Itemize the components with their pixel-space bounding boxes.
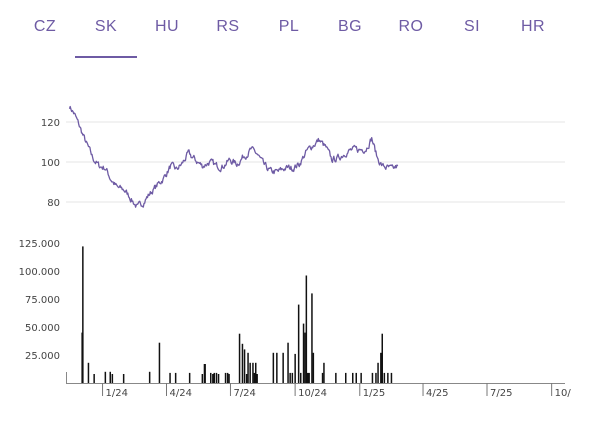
tab-cz[interactable]: CZ (33, 18, 57, 35)
volume-bar (308, 372, 310, 383)
volume-bar (321, 372, 324, 383)
volume-bar (241, 343, 244, 383)
tab-sk[interactable]: SK (94, 18, 118, 35)
x-tick-label: 4/25 (426, 388, 448, 399)
volume-bar (243, 349, 246, 383)
x-tick-label: 1/25 (363, 388, 385, 399)
volume-bar (311, 293, 313, 383)
volume-bar (224, 372, 227, 383)
volume-bar (255, 362, 257, 383)
volume-bar (380, 352, 382, 383)
volume-bar (212, 374, 214, 383)
volume-bar (87, 362, 90, 383)
volume-bar (247, 352, 249, 383)
volume-bar (217, 374, 220, 383)
volume-bar (381, 333, 383, 383)
tab-hr[interactable]: HR (520, 18, 546, 35)
price-y-tick-label: 120 (41, 118, 60, 129)
volume-bar (300, 372, 302, 383)
tab-ro[interactable]: RO (398, 18, 424, 35)
volume-bar (174, 372, 177, 383)
volume-bar (304, 332, 306, 383)
volume-bar (256, 374, 258, 383)
volume-bar (323, 362, 325, 383)
tab-si[interactable]: SI (463, 18, 481, 35)
volume-bar (201, 374, 204, 383)
volume-bar (335, 372, 337, 383)
x-tick-label: 10/24 (298, 388, 327, 399)
tab-rs[interactable]: RS (216, 18, 240, 35)
volume-bar (390, 372, 393, 383)
volume-bar (272, 352, 275, 383)
volume-bar (109, 371, 111, 383)
volume-bar (213, 372, 215, 383)
tab-bg[interactable]: BG (337, 18, 363, 35)
volume-bar (276, 352, 278, 383)
volume-bar (383, 372, 386, 383)
volume-bar (371, 372, 374, 383)
volume-y-tick-label: 25.000 (25, 351, 60, 362)
x-tick-label: 7/24 (233, 388, 255, 399)
volume-bar (375, 372, 377, 383)
volume-bar (287, 342, 289, 383)
volume-bar (93, 374, 95, 383)
volume-bar (169, 372, 171, 383)
volume-bar (312, 352, 315, 383)
volume-bar (305, 275, 308, 383)
volume-bar (302, 323, 305, 383)
volume-bar (245, 374, 248, 383)
volume-y-tick-label: 125.000 (19, 239, 60, 250)
x-tick-label: 7/25 (490, 388, 512, 399)
x-tick-label: 1/24 (106, 388, 128, 399)
volume-bar (297, 304, 300, 383)
volume-bar (104, 371, 107, 383)
volume-bar (226, 372, 229, 383)
tab-hu[interactable]: HU (154, 18, 180, 35)
volume-bar (210, 372, 212, 383)
volume-bar (294, 353, 296, 383)
volume-bar (82, 246, 84, 383)
price-y-tick-label: 80 (47, 198, 60, 209)
volume-bar (377, 362, 379, 383)
x-tick-label: 4/24 (170, 388, 192, 399)
volume-bar (238, 333, 241, 383)
volume-bar (291, 372, 294, 383)
volume-bar (228, 374, 230, 383)
volume-bar (360, 372, 362, 383)
x-tick-label: 10/ (555, 388, 572, 399)
volume-bar (249, 362, 251, 383)
volume-bar (253, 372, 256, 383)
volume-bar (352, 372, 354, 383)
price-line (68, 105, 399, 208)
price-y-tick-label: 100 (41, 158, 60, 169)
volume-y-tick-label: 100.000 (19, 267, 60, 278)
volume-bar (111, 374, 114, 383)
volume-bar (158, 342, 161, 383)
volume-bar (204, 364, 206, 383)
volume-bar (387, 372, 389, 383)
active-tab-indicator (75, 56, 137, 58)
volume-bar (289, 372, 291, 383)
volume-bar (345, 372, 347, 383)
tab-pl[interactable]: PL (278, 18, 300, 35)
volume-y-tick-label: 75.000 (25, 295, 60, 306)
volume-bar (215, 372, 218, 383)
market-tabs: CZ SK HU RS PL BG RO SI HR (0, 0, 607, 62)
volume-bar (252, 362, 254, 383)
volume-bar (307, 372, 309, 383)
volume-bar (122, 374, 125, 383)
volume-bar (148, 371, 151, 383)
volume-bar (282, 352, 284, 383)
volume-y-tick-label: 50.000 (25, 323, 60, 334)
volume-bar (355, 372, 357, 383)
volume-bar (188, 372, 191, 383)
